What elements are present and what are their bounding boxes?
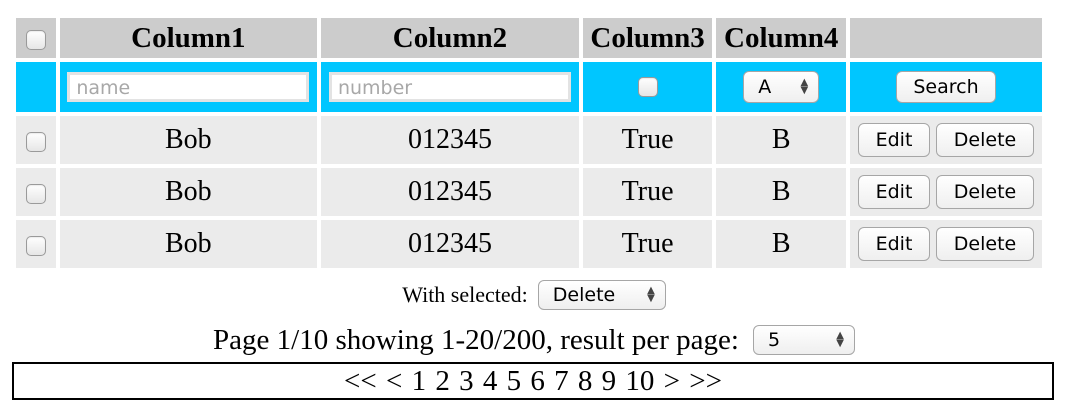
page-link-4[interactable]: 4 — [482, 365, 498, 397]
row-actions: Edit Delete — [850, 220, 1042, 268]
per-page-select[interactable]: 5 ▲ ▼ — [752, 325, 855, 356]
filter-row: name number A ▲ ▼ Search — [16, 62, 1042, 112]
row-name: Bob — [59, 116, 318, 164]
row-flag: True — [582, 220, 713, 268]
row-number: 012345 — [321, 220, 579, 268]
column4-filter-value: A — [758, 76, 772, 98]
header-row: Column1 Column2 Column3 Column4 — [16, 18, 1042, 58]
header-column1[interactable]: Column1 — [59, 18, 318, 58]
pagination-info-text: Page 1/10 showing 1-20/200, result per p… — [213, 323, 739, 356]
up-down-chevron-icon: ▲ ▼ — [800, 77, 809, 96]
row-letter: B — [716, 116, 847, 164]
filter-search-cell: Search — [850, 62, 1042, 112]
prev-page-link[interactable]: < — [386, 365, 403, 397]
filter-column4-cell: A ▲ ▼ — [716, 62, 847, 112]
up-down-chevron-icon: ▲ ▼ — [836, 330, 844, 350]
page-link-3[interactable]: 3 — [459, 365, 474, 397]
column4-filter-select[interactable]: A ▲ ▼ — [743, 71, 820, 103]
row-select-cell — [16, 168, 56, 216]
header-column3[interactable]: Column3 — [582, 18, 713, 58]
delete-button[interactable]: Delete — [936, 175, 1035, 210]
bulk-action-value: Delete — [552, 284, 616, 306]
row-actions: Edit Delete — [850, 168, 1042, 216]
last-page-link[interactable]: >> — [689, 365, 722, 397]
up-down-chevron-icon: ▲ ▼ — [647, 285, 655, 304]
name-filter-input[interactable]: name — [67, 72, 310, 102]
data-table: Column1 Column2 Column3 Column4 name num… — [12, 14, 1046, 272]
number-filter-input[interactable]: number — [328, 72, 571, 102]
header-actions — [850, 18, 1042, 58]
edit-button[interactable]: Edit — [858, 123, 931, 158]
row-flag: True — [582, 168, 713, 216]
header-select-all-cell — [16, 18, 56, 58]
delete-button[interactable]: Delete — [936, 227, 1035, 262]
page-link-7[interactable]: 7 — [554, 365, 569, 397]
page-link-6[interactable]: 6 — [530, 365, 545, 397]
page-link-5[interactable]: 5 — [506, 365, 522, 397]
row-checkbox[interactable] — [25, 183, 46, 204]
row-flag: True — [582, 116, 713, 164]
select-all-checkbox[interactable] — [25, 29, 46, 50]
table-row: Bob 012345 True B Edit Delete — [16, 168, 1042, 216]
filter-name-cell: name — [59, 62, 318, 112]
row-number: 012345 — [321, 168, 579, 216]
filter-empty-cell — [16, 62, 56, 112]
page-link-1[interactable]: 1 — [411, 365, 427, 397]
edit-button[interactable]: Edit — [858, 227, 931, 262]
row-letter: B — [716, 220, 847, 268]
row-select-cell — [16, 116, 56, 164]
page-link-10[interactable]: 10 — [625, 365, 655, 397]
page-link-8[interactable]: 8 — [577, 365, 593, 397]
row-select-cell — [16, 220, 56, 268]
row-number: 012345 — [321, 116, 579, 164]
bulk-action-select[interactable]: Delete ▲ ▼ — [537, 280, 666, 310]
table-row: Bob 012345 True B Edit Delete — [16, 220, 1042, 268]
delete-button[interactable]: Delete — [936, 123, 1035, 158]
first-page-link[interactable]: << — [344, 365, 377, 397]
per-page-value: 5 — [767, 329, 781, 352]
row-checkbox[interactable] — [25, 235, 46, 256]
row-name: Bob — [59, 168, 318, 216]
header-column2[interactable]: Column2 — [321, 18, 579, 58]
pagination-info: Page 1/10 showing 1-20/200, result per p… — [0, 322, 1068, 357]
page-link-2[interactable]: 2 — [435, 365, 450, 397]
next-page-link[interactable]: > — [663, 365, 680, 397]
row-actions: Edit Delete — [850, 116, 1042, 164]
filter-number-cell: number — [321, 62, 579, 112]
row-name: Bob — [59, 220, 318, 268]
filter-column3-cell — [582, 62, 713, 112]
header-column4[interactable]: Column4 — [716, 18, 847, 58]
search-button[interactable]: Search — [896, 71, 997, 103]
bulk-action-label: With selected: — [402, 282, 528, 307]
column3-filter-checkbox[interactable] — [637, 77, 658, 97]
bulk-action-bar: With selected: Delete ▲ ▼ — [0, 280, 1068, 310]
page-link-9[interactable]: 9 — [601, 365, 617, 397]
row-letter: B — [716, 168, 847, 216]
edit-button[interactable]: Edit — [858, 175, 931, 210]
row-checkbox[interactable] — [25, 131, 46, 152]
pagination-nav: << < 1 2 3 4 5 6 7 8 9 10 > >> — [12, 362, 1054, 400]
table-row: Bob 012345 True B Edit Delete — [16, 116, 1042, 164]
